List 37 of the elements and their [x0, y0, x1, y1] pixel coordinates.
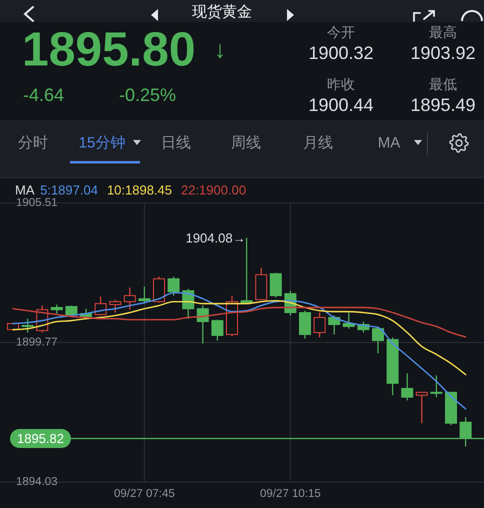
text: 月线: [303, 134, 333, 152]
candlestick: [109, 299, 122, 314]
text: 昨收: [327, 76, 355, 92]
text: 10:1898.45: [106, 182, 172, 198]
text: 今开: [327, 24, 355, 40]
y-tick-label: 1905.51: [16, 197, 58, 209]
candlestick: [36, 304, 48, 334]
text: 1900.32: [308, 43, 374, 63]
x-tick-label: 09/27 07:45: [114, 488, 175, 500]
candlestick: [342, 312, 355, 330]
candlestick: [50, 304, 63, 314]
text: 分时: [18, 134, 48, 152]
chart-title: 现货黄金: [192, 4, 252, 20]
text: -4.64: [23, 85, 64, 105]
text: 日线: [161, 134, 191, 152]
candlestick: [401, 372, 414, 401]
text: 22:1900.00: [180, 182, 246, 198]
text: 5:1897.04: [40, 182, 98, 198]
annotation: 1904.08→: [186, 230, 246, 246]
y-tick-label: 1899.77: [16, 336, 58, 348]
text: 1895.49: [410, 95, 476, 115]
text: MA: [378, 134, 400, 152]
text: 1895.80: [22, 24, 196, 76]
x-tick-label: 09/27 10:15: [260, 488, 321, 500]
legend-title: MA: [15, 182, 35, 198]
candlestick: [124, 286, 136, 310]
text: 最高: [429, 24, 457, 40]
text: -0.25%: [119, 85, 176, 105]
y-tick-label: 1894.03: [16, 476, 58, 488]
text: 1903.92: [410, 43, 476, 63]
text: 1900.44: [308, 95, 374, 115]
text: 15分钟: [78, 134, 126, 152]
text: 最低: [429, 76, 457, 92]
ref-line-label: 1895.82: [16, 430, 64, 446]
text: 周线: [231, 134, 261, 152]
text: ↓: [214, 36, 226, 64]
candlestick: [196, 304, 209, 344]
